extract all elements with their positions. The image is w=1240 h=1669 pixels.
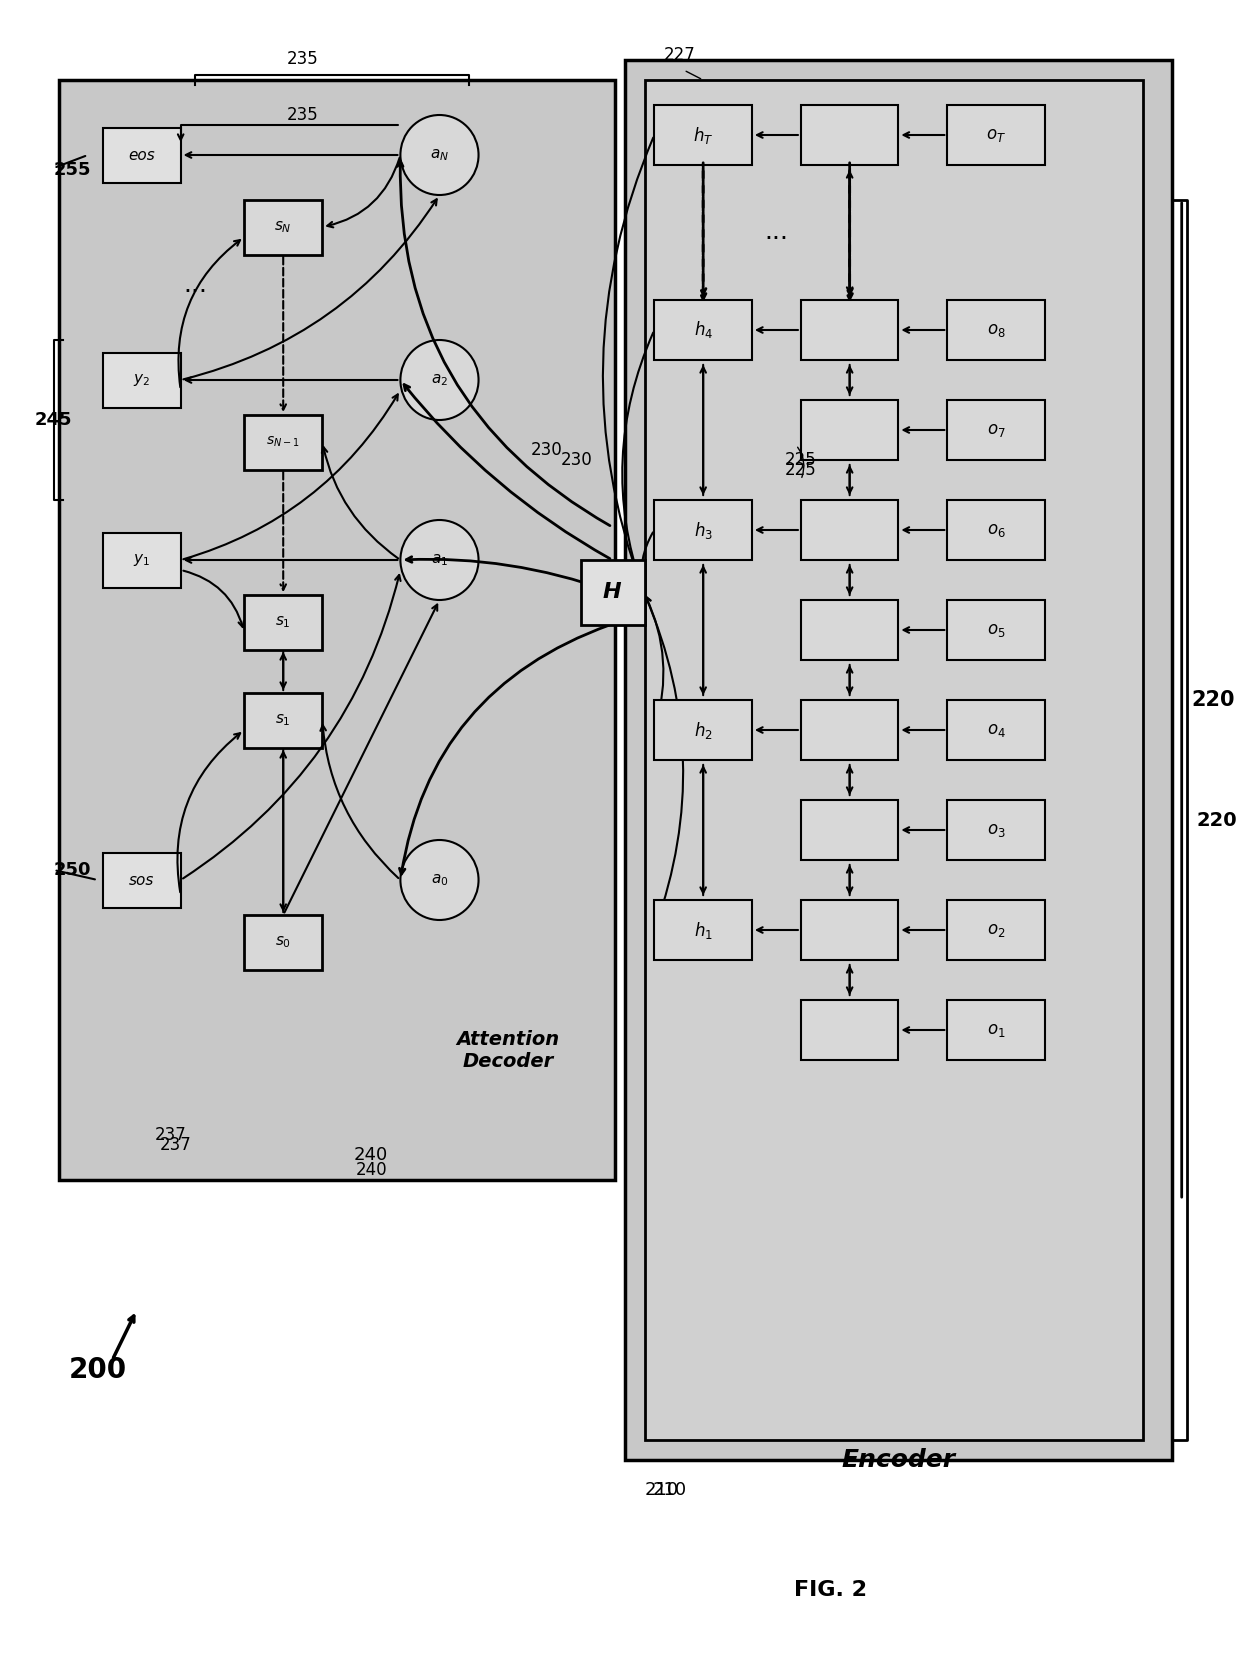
- Text: $h_4$: $h_4$: [693, 319, 713, 340]
- FancyBboxPatch shape: [103, 129, 181, 184]
- Text: eos: eos: [128, 147, 155, 162]
- Text: 220: 220: [1192, 689, 1235, 709]
- FancyBboxPatch shape: [947, 1000, 1045, 1060]
- FancyBboxPatch shape: [947, 501, 1045, 561]
- Circle shape: [401, 340, 479, 421]
- Text: Attention
Decoder: Attention Decoder: [456, 1030, 559, 1070]
- FancyBboxPatch shape: [947, 699, 1045, 759]
- Text: 250: 250: [53, 861, 92, 880]
- Text: $a_1$: $a_1$: [432, 552, 448, 567]
- Text: 245: 245: [35, 411, 72, 429]
- Text: $a_N$: $a_N$: [430, 147, 449, 164]
- FancyBboxPatch shape: [58, 80, 615, 1180]
- FancyBboxPatch shape: [582, 561, 645, 624]
- Text: 230: 230: [560, 451, 591, 469]
- Text: $o_4$: $o_4$: [987, 721, 1006, 739]
- Text: 225: 225: [785, 461, 817, 479]
- Text: ...: ...: [764, 220, 789, 244]
- FancyBboxPatch shape: [801, 900, 899, 960]
- FancyBboxPatch shape: [244, 596, 322, 649]
- Text: 237: 237: [160, 1137, 192, 1153]
- Text: $s_1$: $s_1$: [275, 614, 291, 629]
- FancyBboxPatch shape: [655, 900, 751, 960]
- Text: 237: 237: [155, 1127, 187, 1143]
- FancyBboxPatch shape: [244, 915, 322, 970]
- Text: 235: 235: [286, 50, 319, 68]
- Text: 200: 200: [68, 1355, 126, 1384]
- Text: $o_T$: $o_T$: [986, 125, 1006, 144]
- Circle shape: [401, 115, 479, 195]
- Text: $o_8$: $o_8$: [987, 320, 1006, 339]
- Text: $o_1$: $o_1$: [987, 1021, 1006, 1040]
- Text: 210: 210: [652, 1480, 687, 1499]
- Text: $o_7$: $o_7$: [987, 421, 1006, 439]
- FancyBboxPatch shape: [244, 200, 322, 255]
- FancyBboxPatch shape: [244, 693, 322, 748]
- Text: sos: sos: [129, 873, 154, 888]
- Text: Encoder: Encoder: [842, 1449, 956, 1472]
- FancyBboxPatch shape: [103, 532, 181, 587]
- FancyBboxPatch shape: [801, 599, 899, 659]
- FancyBboxPatch shape: [801, 799, 899, 860]
- Text: 230: 230: [531, 441, 563, 459]
- Text: $s_0$: $s_0$: [275, 935, 291, 950]
- Text: $s_N$: $s_N$: [274, 219, 291, 235]
- FancyBboxPatch shape: [801, 699, 899, 759]
- FancyBboxPatch shape: [947, 105, 1045, 165]
- Text: $y_2$: $y_2$: [133, 372, 150, 387]
- FancyBboxPatch shape: [947, 401, 1045, 461]
- Text: $a_2$: $a_2$: [432, 372, 448, 387]
- Text: H: H: [603, 582, 621, 603]
- FancyBboxPatch shape: [655, 105, 751, 165]
- Text: 235: 235: [286, 107, 319, 124]
- FancyBboxPatch shape: [801, 300, 899, 361]
- FancyBboxPatch shape: [947, 300, 1045, 361]
- Text: 227: 227: [665, 47, 696, 63]
- Text: 210: 210: [645, 1480, 678, 1499]
- Text: 255: 255: [53, 160, 92, 179]
- Text: $h_1$: $h_1$: [693, 920, 713, 941]
- Text: $o_6$: $o_6$: [987, 521, 1006, 539]
- FancyBboxPatch shape: [801, 1000, 899, 1060]
- Text: 240: 240: [356, 1162, 387, 1178]
- Text: $h_3$: $h_3$: [693, 519, 713, 541]
- Circle shape: [401, 521, 479, 599]
- Text: 225: 225: [785, 451, 817, 469]
- FancyBboxPatch shape: [103, 354, 181, 407]
- FancyBboxPatch shape: [103, 853, 181, 908]
- Text: 240: 240: [353, 1147, 388, 1163]
- Text: $o_3$: $o_3$: [987, 821, 1006, 840]
- FancyBboxPatch shape: [244, 416, 322, 471]
- FancyBboxPatch shape: [625, 60, 1172, 1460]
- Circle shape: [401, 840, 479, 920]
- Text: ...: ...: [184, 274, 207, 297]
- Text: FIG. 2: FIG. 2: [794, 1581, 867, 1601]
- Text: $s_{N-1}$: $s_{N-1}$: [267, 436, 300, 449]
- Text: $o_2$: $o_2$: [987, 921, 1006, 940]
- FancyBboxPatch shape: [947, 900, 1045, 960]
- FancyBboxPatch shape: [655, 699, 751, 759]
- FancyBboxPatch shape: [801, 501, 899, 561]
- Text: $s_1$: $s_1$: [275, 713, 291, 728]
- FancyBboxPatch shape: [645, 80, 1142, 1440]
- Text: $a_0$: $a_0$: [430, 873, 448, 888]
- FancyBboxPatch shape: [655, 300, 751, 361]
- Text: $h_2$: $h_2$: [693, 719, 713, 741]
- FancyBboxPatch shape: [947, 599, 1045, 659]
- FancyBboxPatch shape: [655, 501, 751, 561]
- FancyBboxPatch shape: [801, 401, 899, 461]
- Text: $y_1$: $y_1$: [133, 552, 150, 567]
- Text: $h_T$: $h_T$: [693, 125, 713, 145]
- FancyBboxPatch shape: [801, 105, 899, 165]
- Text: 220: 220: [1197, 811, 1238, 829]
- Text: $o_5$: $o_5$: [987, 621, 1006, 639]
- FancyBboxPatch shape: [947, 799, 1045, 860]
